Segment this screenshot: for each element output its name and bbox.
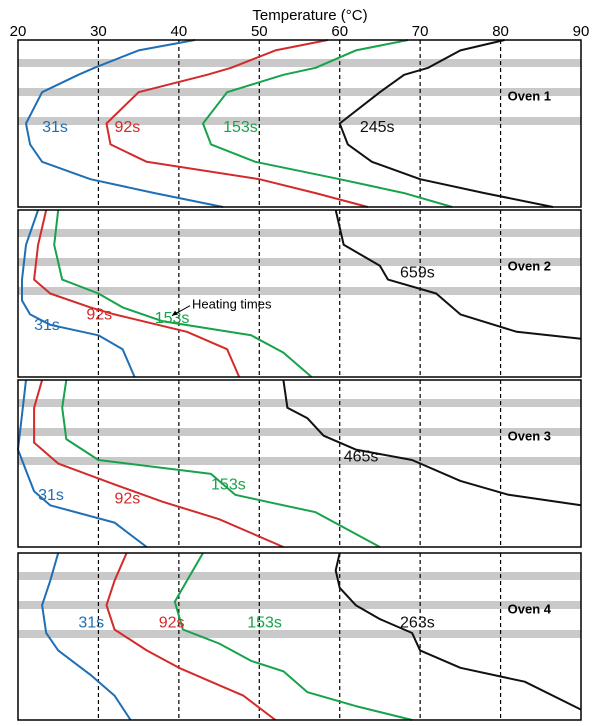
series-line xyxy=(202,39,453,208)
x-tick-label: 50 xyxy=(251,23,268,40)
series-line xyxy=(25,39,224,208)
x-tick-label: 30 xyxy=(90,23,107,40)
series-line xyxy=(105,552,277,721)
grey-band xyxy=(18,630,581,638)
series-line xyxy=(33,209,241,378)
oven-panel: 31s 92s 153s 245s Oven 1 xyxy=(17,39,582,208)
x-tick-label: 90 xyxy=(573,23,590,40)
series-label: 465s xyxy=(344,449,379,466)
oven-panel: 31s 92s 153s 263s Oven 4 xyxy=(17,552,582,721)
oven-panel: 31s 92s 153s 659s Oven 2 Heating times xyxy=(17,209,582,378)
series-label: 245s xyxy=(360,119,395,136)
series-label: 92s xyxy=(159,615,185,632)
x-tick-label: 60 xyxy=(331,23,348,40)
grey-band xyxy=(18,601,581,609)
series-label: 153s xyxy=(211,476,246,493)
x-tick-label: 70 xyxy=(412,23,429,40)
panel-frame xyxy=(17,39,582,208)
series-label: 31s xyxy=(34,317,60,334)
series-label: 31s xyxy=(78,615,104,632)
annotation-label: Heating times xyxy=(192,297,272,312)
series-line xyxy=(41,552,132,721)
series-line xyxy=(173,552,413,721)
panel-title: Oven 4 xyxy=(508,602,552,617)
grey-band xyxy=(18,428,581,436)
series-line xyxy=(21,209,136,378)
oven-panel: 31s 92s 153s 465s Oven 3 xyxy=(17,379,582,548)
panel-title: Oven 2 xyxy=(508,259,551,274)
grey-band xyxy=(18,399,581,407)
series-label: 92s xyxy=(115,119,141,136)
series-line xyxy=(17,379,148,548)
series-line xyxy=(334,552,582,711)
series-line xyxy=(334,209,582,340)
x-tick-label: 40 xyxy=(171,23,188,40)
series-line xyxy=(105,39,369,208)
x-tick-label: 80 xyxy=(492,23,509,40)
series-label: 153s xyxy=(247,615,282,632)
grey-band xyxy=(18,88,581,96)
series-label: 92s xyxy=(115,490,141,507)
panel-title: Oven 1 xyxy=(508,89,551,104)
series-line xyxy=(338,39,554,208)
series-line xyxy=(33,379,284,548)
series-label: 92s xyxy=(86,306,112,323)
grey-band xyxy=(18,229,581,237)
series-line xyxy=(61,379,381,548)
series-label: 659s xyxy=(400,265,435,282)
grey-band xyxy=(18,572,581,580)
x-tick-labels: 20 30 40 50 60 70 80 90 xyxy=(10,23,590,40)
panel-frame xyxy=(17,209,582,378)
x-axis-title: Temperature (°C) xyxy=(252,7,367,24)
panel-frame xyxy=(17,379,582,548)
grey-band xyxy=(18,117,581,125)
panel-frame xyxy=(17,552,582,721)
oven-panels: 31s 92s 153s 245s Oven 1 31s 92s 153s 659s Oven 2… xyxy=(17,39,582,721)
series-label: 31s xyxy=(38,487,64,504)
grey-band xyxy=(18,258,581,266)
series-label: 153s xyxy=(155,310,190,327)
grey-band xyxy=(18,457,581,465)
annotation-arrowhead xyxy=(172,310,178,316)
series-label: 263s xyxy=(400,615,435,632)
x-tick-label: 20 xyxy=(10,23,27,40)
series-line xyxy=(282,379,582,507)
series-label: 153s xyxy=(223,119,258,136)
series-label: 31s xyxy=(42,119,68,136)
series-line xyxy=(53,209,313,378)
panel-title: Oven 3 xyxy=(508,429,551,444)
grey-band xyxy=(18,59,581,67)
grey-band xyxy=(18,287,581,295)
